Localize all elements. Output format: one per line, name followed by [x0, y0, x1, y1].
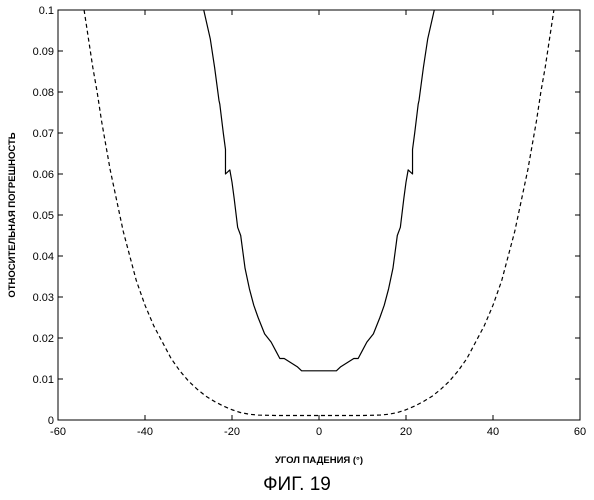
y-tick-label: 0 — [48, 415, 54, 427]
x-tick-label: 60 — [574, 426, 586, 438]
y-tick-label: 0.08 — [33, 87, 54, 99]
x-tick-label: -40 — [137, 426, 153, 438]
y-tick-label: 0.04 — [33, 251, 54, 263]
y-tick-label: 0.09 — [33, 46, 54, 58]
x-tick-label: -60 — [50, 426, 66, 438]
y-axis-title: ОТНОСИТЕЛЬНАЯ ПОГРЕШНОСТЬ — [7, 132, 18, 297]
series-line-dashed — [84, 10, 554, 415]
series-line-solid — [204, 10, 435, 371]
figure-caption: ФИГ. 19 — [0, 474, 594, 496]
y-tick-label: 0.01 — [33, 374, 54, 386]
x-tick-label: 20 — [400, 426, 412, 438]
x-axis: -60 -40 -20 0 20 40 60 — [50, 10, 586, 438]
y-tick-label: 0.1 — [39, 5, 54, 17]
line-chart: -60 -40 -20 0 20 40 60 0 0.01 0.02 0.03 0.04 0.05 0.… — [0, 0, 594, 470]
series-layer — [84, 10, 554, 415]
x-tick-label: -20 — [224, 426, 240, 438]
y-tick-label: 0.02 — [33, 333, 54, 345]
y-tick-label: 0.07 — [33, 128, 54, 140]
plot-frame — [58, 10, 580, 420]
x-tick-label: 0 — [316, 426, 322, 438]
y-tick-label: 0.06 — [33, 169, 54, 181]
y-tick-label: 0.05 — [33, 210, 54, 222]
y-tick-label: 0.03 — [33, 292, 54, 304]
x-axis-title: УГОЛ ПАДЕНИЯ (°) — [275, 455, 363, 466]
y-axis: 0 0.01 0.02 0.03 0.04 0.05 0.06 0.07 0.08 0.09 0.1 — [33, 5, 580, 427]
x-tick-label: 40 — [487, 426, 499, 438]
